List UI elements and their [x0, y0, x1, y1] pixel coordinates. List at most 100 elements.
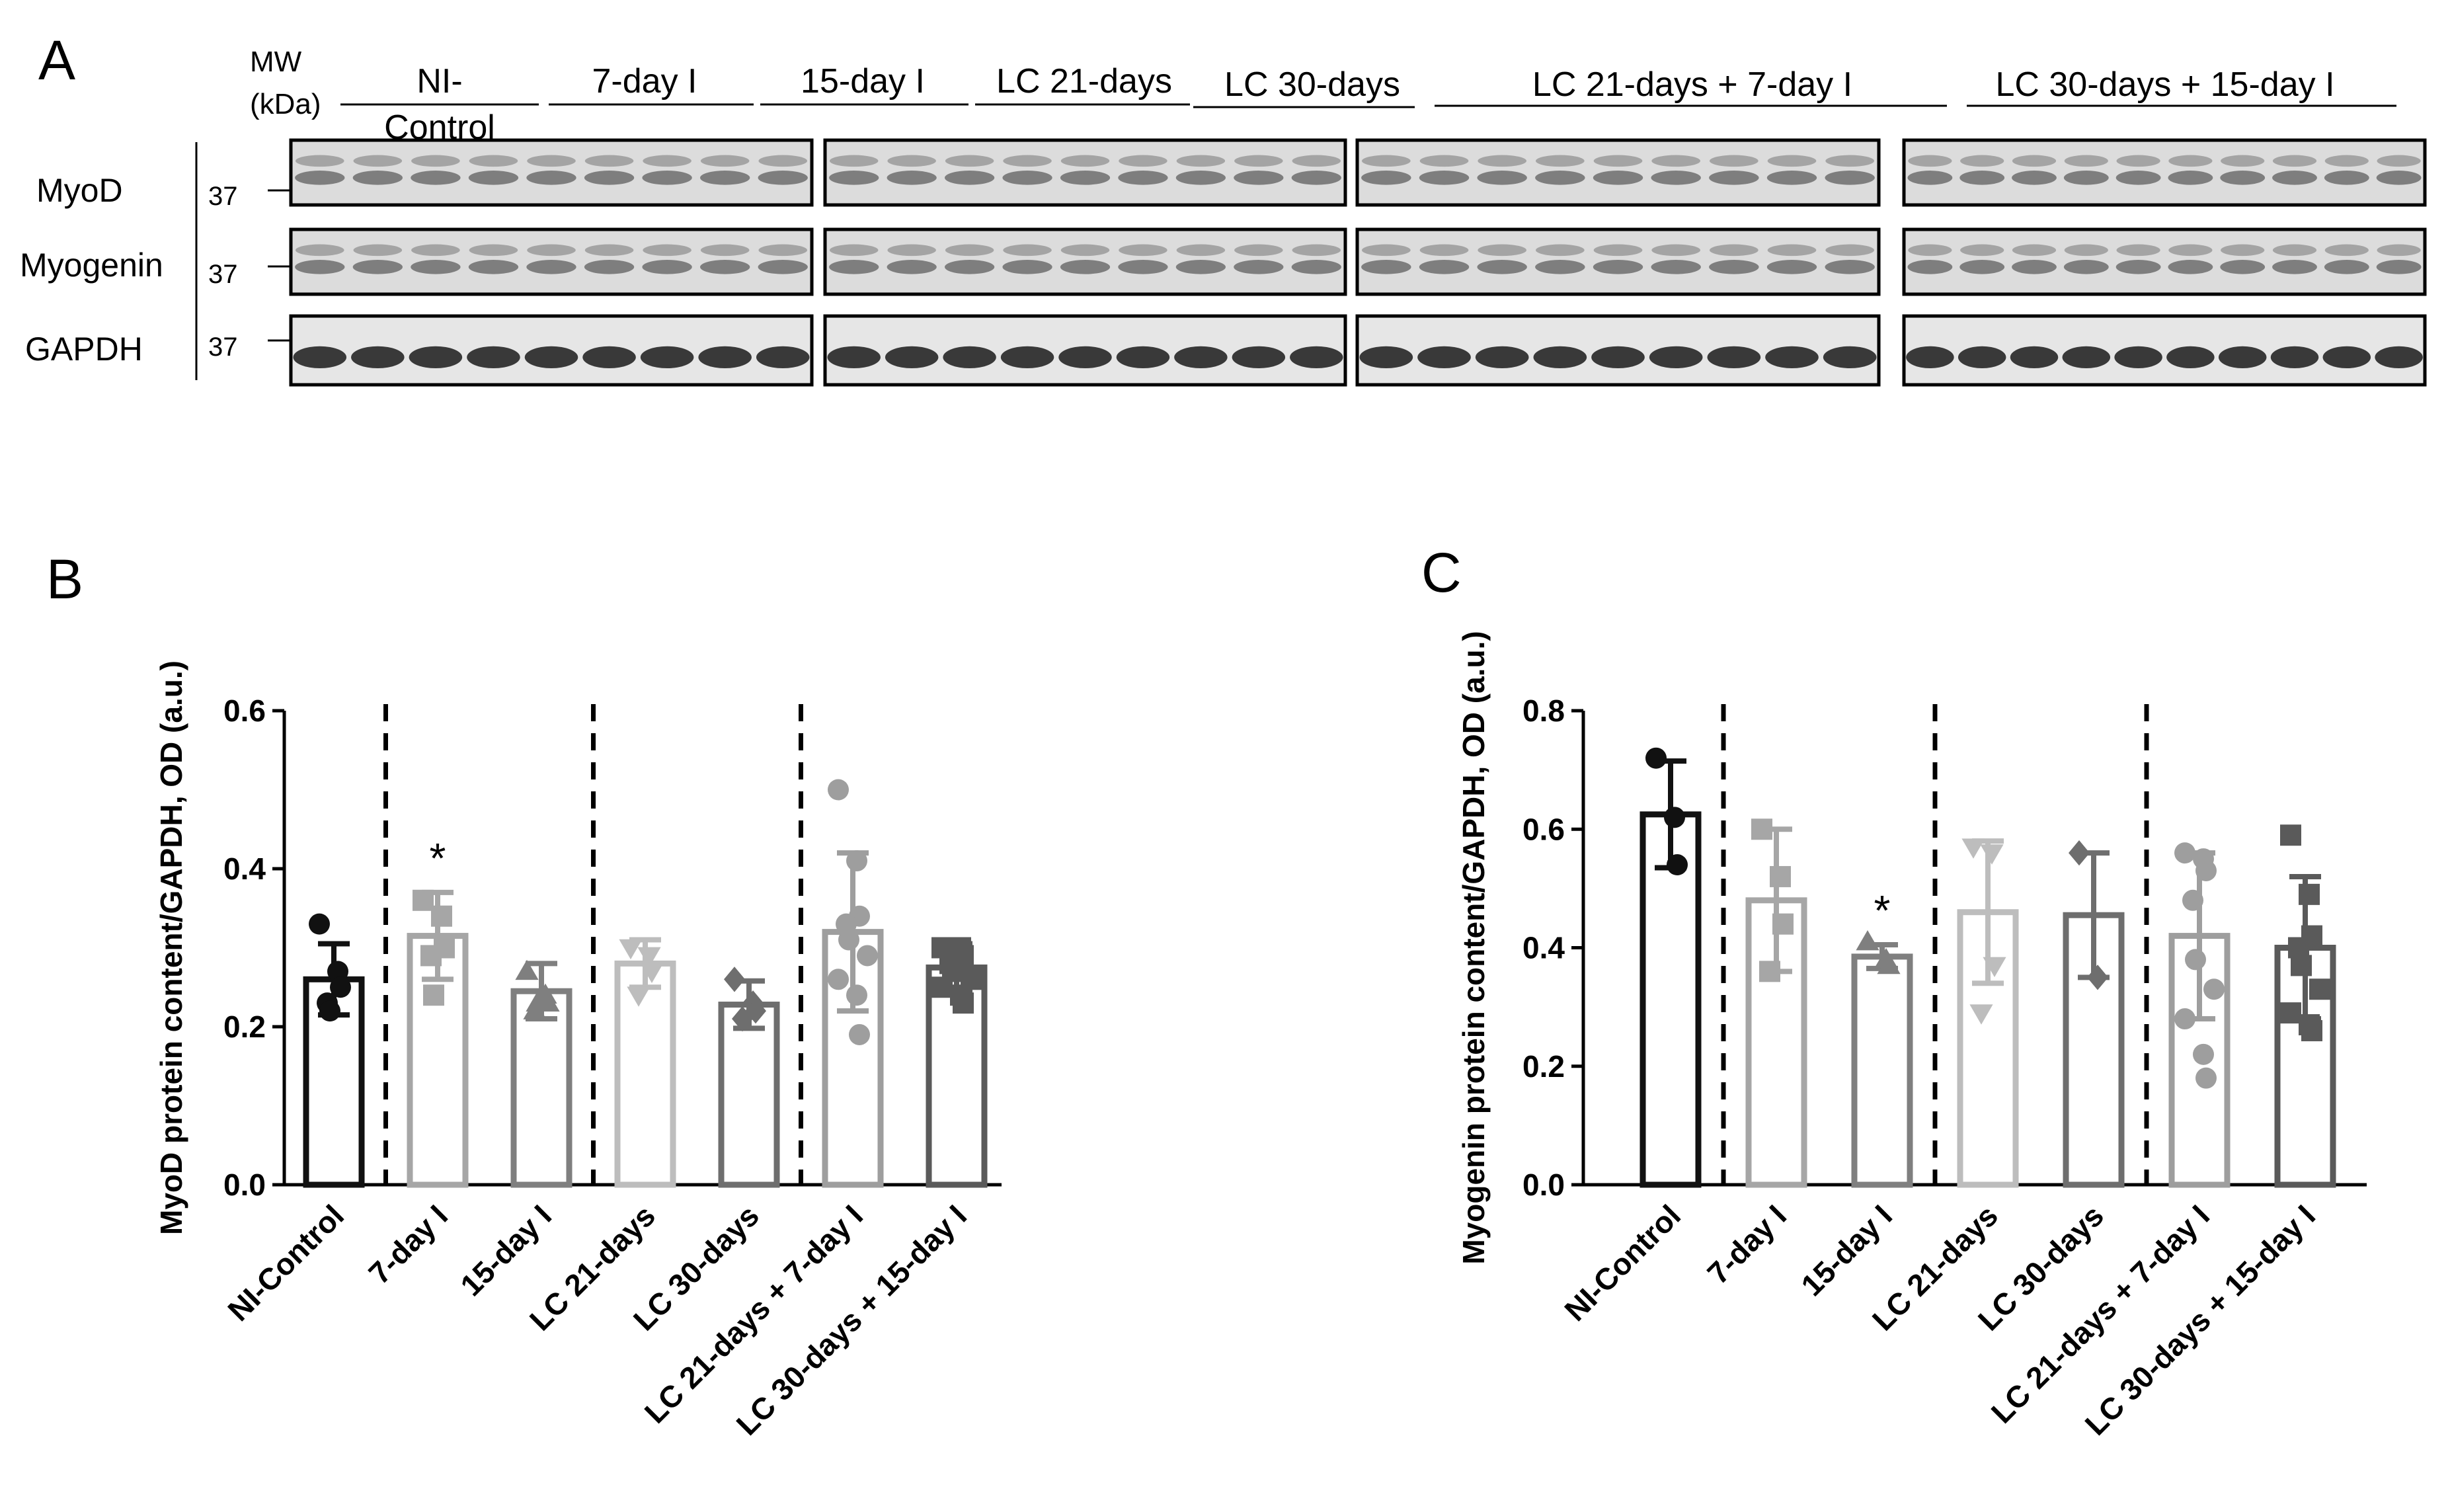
blot-band: [1960, 155, 2004, 167]
data-point: [846, 984, 867, 1006]
x-tick-label: 7-day I: [362, 1198, 454, 1291]
blot-band: [409, 346, 463, 369]
blot-band: [1234, 155, 1283, 167]
blot-band: [829, 171, 879, 185]
blot-band: [2168, 260, 2213, 274]
data-point: [619, 939, 643, 960]
blot-band: [353, 155, 403, 167]
blot-mw-myod: 37: [208, 182, 238, 211]
blot-band: [352, 260, 403, 274]
blot-band: [2324, 244, 2369, 257]
blot-band: [829, 244, 879, 257]
data-point: [327, 961, 348, 982]
blot-band: [1593, 260, 1643, 274]
blot-band: [2270, 346, 2319, 369]
blot-band: [469, 155, 518, 167]
blot-band: [2375, 346, 2423, 369]
blot-band: [1060, 171, 1111, 185]
blot-band: [1709, 171, 1759, 185]
blot-band: [411, 171, 461, 185]
blot-band: [2272, 155, 2317, 167]
blot-band: [1957, 346, 2006, 369]
data-point: [2299, 883, 2320, 905]
data-point: [2185, 949, 2206, 971]
blot-band: [1533, 346, 1587, 369]
blot-band: [2221, 155, 2265, 167]
blot-band: [1477, 171, 1527, 185]
blot-band: [411, 260, 461, 274]
data-point: [526, 991, 549, 1012]
data-point: [431, 905, 452, 927]
kda-label: (kDa): [250, 88, 321, 120]
data-point: [1645, 747, 1667, 769]
blot-band: [887, 171, 937, 185]
blot-band: [1823, 346, 1877, 369]
blot-band: [1361, 171, 1411, 185]
blot-band: [1234, 244, 1283, 257]
data-point: [640, 963, 664, 983]
blot-band: [700, 244, 750, 257]
blot-band: [2063, 260, 2109, 274]
blot-band: [584, 260, 635, 274]
blot-band: [829, 155, 879, 167]
data-point: [330, 976, 351, 998]
blot-band: [1478, 244, 1526, 257]
blot-band: [2115, 171, 2161, 185]
blot-band: [2116, 244, 2160, 257]
blot-band: [351, 346, 405, 369]
x-tick-label: NI-Control: [221, 1198, 350, 1328]
blot-band: [1232, 346, 1286, 369]
blot-band: [1535, 171, 1585, 185]
data-point: [1664, 807, 1685, 828]
blot-band: [1362, 244, 1411, 257]
data-point: [931, 976, 953, 998]
y-tick-label: 0.8: [1522, 694, 1565, 728]
data-point: [838, 929, 859, 951]
blot-band: [1419, 171, 1470, 185]
blot-band: [642, 171, 692, 185]
blot-band: [1907, 171, 1953, 185]
blot-band: [758, 155, 807, 167]
blot-band: [524, 346, 578, 369]
blot-band: [1002, 260, 1052, 274]
blot-band: [526, 260, 576, 274]
blot-band: [945, 171, 995, 185]
data-point: [1772, 913, 1794, 935]
blot-band: [1651, 260, 1701, 274]
blot-band: [1292, 155, 1341, 167]
blot-band: [1825, 171, 1875, 185]
blot-band: [468, 171, 519, 185]
significance-star: *: [430, 834, 446, 882]
blot-band: [1359, 346, 1413, 369]
data-point: [724, 967, 745, 992]
blot-band: [1593, 155, 1643, 167]
blot-row-label-gapdh: GAPDH: [25, 331, 143, 368]
blot-band: [2272, 171, 2317, 185]
blot-band: [1060, 244, 1110, 257]
blot-band: [1710, 155, 1758, 167]
blot-band: [2324, 155, 2369, 167]
blot-band: [758, 244, 807, 257]
x-tick-label: NI-Control: [1558, 1198, 1687, 1328]
data-point: [2182, 889, 2203, 911]
blot-band: [1536, 155, 1585, 167]
blot-band: [2062, 346, 2111, 369]
blot-band: [758, 260, 808, 274]
blot-band: [1290, 346, 1343, 369]
data-point: [1877, 953, 1901, 975]
blot-band: [468, 260, 519, 274]
blot-band: [1176, 155, 1226, 167]
blot-band: [700, 171, 750, 185]
blot-band: [467, 346, 520, 369]
data-point: [2280, 824, 2301, 846]
data-point: [2195, 859, 2217, 881]
blot-band: [2114, 346, 2162, 369]
blot-band: [1766, 260, 1817, 274]
blot-band: [1234, 171, 1284, 185]
blot-band: [1710, 244, 1758, 257]
blot-band: [1959, 260, 2005, 274]
x-tick-label: 15-day I: [454, 1198, 558, 1302]
blot-band: [2377, 244, 2421, 257]
blot-band: [2012, 155, 2057, 167]
